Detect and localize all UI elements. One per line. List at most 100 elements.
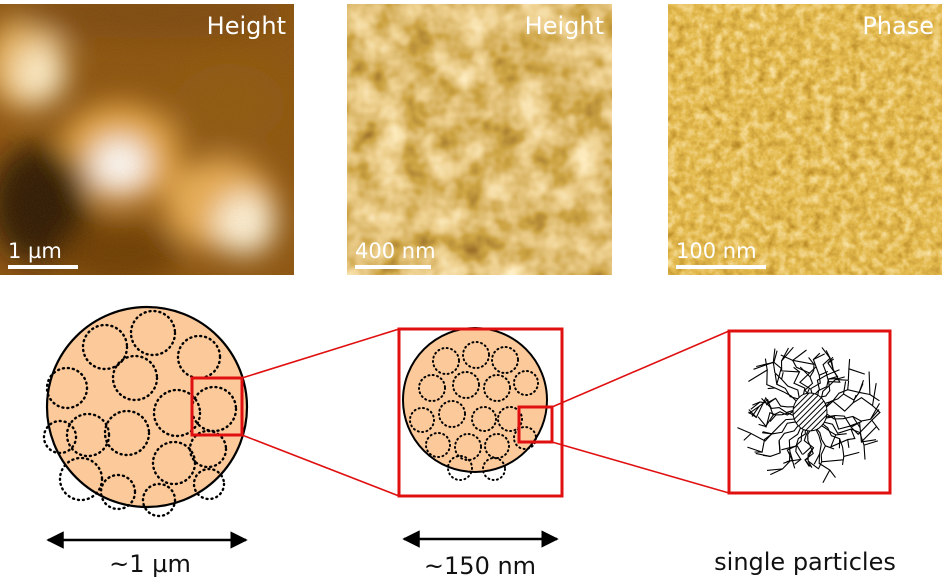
panel-mode-label: Phase bbox=[862, 12, 934, 40]
polymer-branch bbox=[748, 409, 757, 418]
panel-mode-label: Height bbox=[206, 12, 286, 40]
polymer-branch bbox=[778, 440, 781, 454]
polymer-branch bbox=[750, 401, 761, 410]
polymer-branch bbox=[767, 387, 776, 390]
sub-particle bbox=[103, 409, 151, 457]
polymer-branch bbox=[858, 380, 865, 393]
polymer-branch bbox=[804, 459, 810, 467]
polymer-branch bbox=[809, 366, 817, 374]
polymer-branch bbox=[849, 420, 862, 427]
polymer-arm bbox=[825, 383, 877, 412]
polymer-arm bbox=[819, 360, 841, 398]
polymer-branch bbox=[802, 446, 812, 455]
polymer-branch bbox=[793, 366, 800, 373]
polymer-arm bbox=[748, 369, 798, 402]
polymer-branch bbox=[841, 456, 845, 465]
polymer-branch bbox=[765, 397, 776, 406]
afm-height-image-400nm bbox=[347, 4, 612, 275]
particle-core bbox=[792, 392, 828, 432]
structure-schematic bbox=[42, 305, 892, 549]
scale-bar bbox=[676, 265, 766, 269]
polymer-branch bbox=[835, 376, 845, 381]
polymer-branch bbox=[808, 357, 815, 365]
sub-particle bbox=[141, 482, 177, 518]
scale-bar-group: 1 µm bbox=[8, 239, 78, 269]
scale-bar-label: 1 µm bbox=[8, 239, 62, 263]
polymer-branch bbox=[773, 350, 778, 363]
polymer-branch bbox=[826, 369, 840, 376]
sub-particle bbox=[452, 371, 480, 399]
polymer-arm bbox=[815, 428, 844, 463]
polymer-branch bbox=[852, 394, 857, 403]
sub-particle bbox=[418, 374, 446, 402]
polymer-branch bbox=[863, 440, 879, 446]
polymer-branch bbox=[783, 459, 793, 464]
aggregate-circle bbox=[402, 327, 548, 473]
scale-bar bbox=[355, 265, 431, 269]
sub-particle bbox=[58, 456, 104, 502]
polymer-branch bbox=[774, 373, 778, 385]
sub-particle bbox=[482, 457, 506, 481]
polymer-branch bbox=[822, 469, 831, 484]
polymer-branch bbox=[848, 359, 851, 369]
sub-particle bbox=[409, 407, 435, 433]
sub-particle bbox=[129, 309, 177, 357]
sub-particle bbox=[42, 419, 78, 455]
polymer-branch bbox=[850, 428, 856, 439]
large-aggregate bbox=[42, 305, 249, 518]
polymer-branch bbox=[762, 432, 772, 435]
sub-particle bbox=[471, 406, 497, 432]
scale-bar-label: 400 nm bbox=[355, 239, 436, 263]
scale-bar-label: 100 nm bbox=[676, 239, 757, 263]
polymer-branch bbox=[780, 354, 793, 361]
zoom-line bbox=[551, 330, 730, 408]
panel-mode-label: Height bbox=[524, 12, 604, 40]
zoom-line bbox=[551, 441, 730, 494]
aggregate-circle bbox=[45, 305, 249, 509]
polymer-branch bbox=[813, 453, 820, 465]
polymer-branch bbox=[781, 445, 796, 451]
sub-particle bbox=[45, 366, 89, 410]
sub-particle bbox=[462, 341, 490, 369]
sub-particle bbox=[188, 429, 228, 469]
sub-particle bbox=[65, 412, 111, 458]
polymer-arm bbox=[752, 397, 795, 408]
sub-particle bbox=[483, 374, 511, 402]
polymer-branch bbox=[772, 348, 776, 363]
polymer-branch bbox=[781, 347, 789, 362]
zoom-box-large-2 bbox=[727, 329, 892, 495]
caption-single-particles: single particles bbox=[714, 548, 896, 576]
polymer-branch bbox=[748, 405, 760, 415]
polymer-arm bbox=[825, 414, 880, 436]
polymer-branch bbox=[770, 468, 783, 476]
polymer-branch bbox=[847, 380, 850, 390]
afm-height-panel-1um: Height 1 µm bbox=[0, 4, 294, 275]
scale-bar bbox=[8, 265, 78, 269]
polymer-branch bbox=[825, 445, 835, 450]
polymer-arm bbox=[756, 361, 799, 400]
sub-particles bbox=[42, 309, 238, 518]
sub-particle bbox=[497, 406, 523, 432]
medium-aggregate bbox=[402, 327, 548, 481]
sub-particle bbox=[192, 467, 226, 501]
afm-height-panel-400nm: Height 400 nm bbox=[347, 4, 612, 275]
polymer-branch bbox=[828, 356, 834, 370]
polymer-branch bbox=[737, 427, 752, 435]
polymer-arm bbox=[743, 418, 796, 442]
sub-particle bbox=[111, 354, 159, 402]
polymer-branch bbox=[769, 414, 777, 422]
polymer-branch bbox=[799, 366, 811, 378]
polymer-branch bbox=[847, 437, 856, 441]
polymer-branch bbox=[826, 374, 830, 382]
polymer-branch bbox=[835, 433, 847, 436]
polymer-branch bbox=[794, 458, 802, 465]
polymer-branch bbox=[758, 423, 767, 428]
polymer-branch bbox=[806, 447, 814, 461]
scale-bar-group: 400 nm bbox=[355, 239, 436, 269]
polymer-branch bbox=[869, 394, 880, 402]
polymer-arms bbox=[737, 346, 881, 484]
polymer-branch bbox=[817, 461, 823, 470]
zoom-line bbox=[241, 328, 400, 379]
sub-particle bbox=[447, 455, 473, 481]
zoom-box-small-2 bbox=[517, 405, 554, 444]
